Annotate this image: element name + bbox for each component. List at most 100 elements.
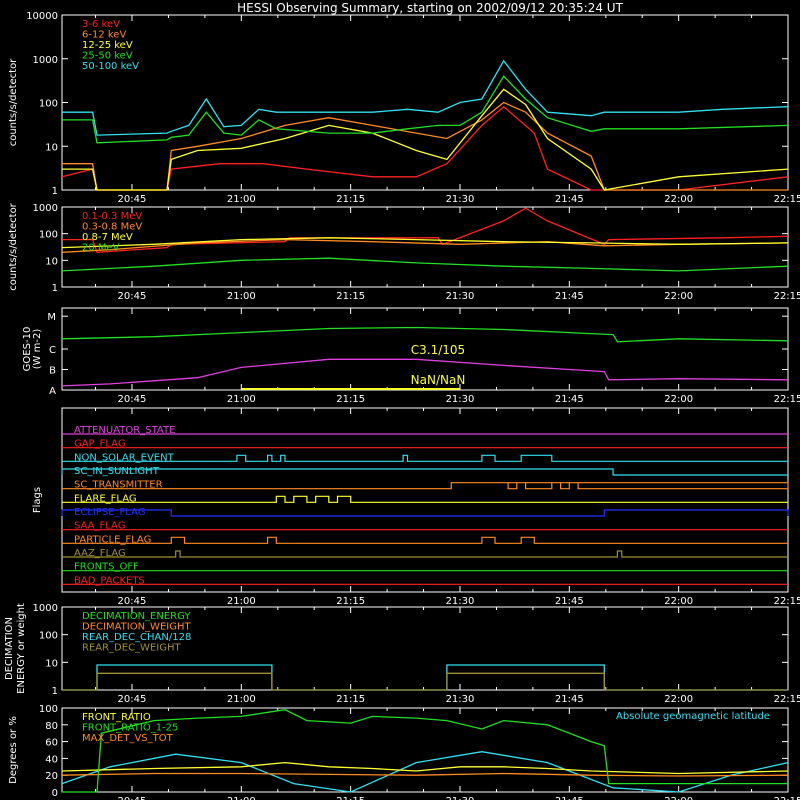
x-tick-label: 21:30 [446, 394, 475, 405]
legend-entry: 0.3-0.8 MeV [82, 222, 142, 233]
legend-entry: 0.1-0.3 MeV [82, 211, 142, 222]
series-absolute-geomagnetic-latitude [61, 751, 789, 793]
series-front-ratio [62, 709, 788, 793]
panels: 20:45 21:00 21:15 21:30 21:45 22:00 22:15 1 10 10… [4, 11, 800, 800]
series-20-mev [61, 257, 789, 272]
x-tick-label: 20:45 [118, 796, 147, 800]
flag-label: SC_TRANSMITTER [74, 480, 163, 491]
y-tick-label: 1 [52, 686, 58, 697]
legend-entry: 3-6 keV [82, 19, 120, 30]
x-tick-label: 21:30 [446, 694, 475, 705]
legend-entry: MAX_DET_VS_TOT [82, 733, 174, 744]
x-tick-label: 21:00 [227, 291, 256, 302]
y-axis-label: ENERGY or weight [16, 603, 27, 694]
flag-line [62, 536, 788, 544]
x-tick-label: 22:15 [774, 596, 800, 607]
y-tick-label: B [49, 366, 56, 377]
y-tick-label: 100 [39, 704, 58, 715]
series-25-50-kev [62, 75, 789, 144]
legend-entry: 50-100 keV [82, 61, 139, 72]
x-tick-label: 21:45 [555, 596, 584, 607]
flag-label: ATTENUATOR_STATE [74, 425, 175, 436]
panel-decim: 20:45 21:00 21:15 21:30 21:45 22:00 22:15 1 10 10… [4, 603, 800, 705]
x-tick-label: 20:45 [118, 394, 147, 405]
x-tick-label: 21:45 [555, 796, 584, 800]
x-tick-label: 22:00 [664, 596, 693, 607]
flag-label: GAP_FLAG [74, 439, 126, 450]
x-tick-label: 21:30 [446, 596, 475, 607]
legend-entry: 20 MeV [82, 243, 120, 254]
legend-entry: DECIMATION_ENERGY [82, 611, 191, 622]
legend-entry: 6-12 keV [82, 30, 126, 41]
y-tick-label: 1000 [33, 55, 58, 66]
panel-flags: 20:45 21:00 21:15 21:30 21:45 22:00 22:15 Flags… [32, 407, 800, 607]
flag-line [62, 495, 788, 503]
x-tick-label: 22:00 [664, 394, 693, 405]
y-tick-label: 0 [52, 788, 58, 799]
x-tick-label: 20:45 [118, 694, 147, 705]
flag-label: NON_SOLAR_EVENT [74, 452, 175, 463]
flag-label: ECLIPSE_FLAG [74, 507, 145, 518]
series-50-100-kev [62, 59, 789, 136]
series-0-1-0-3-mev [62, 207, 789, 253]
flag-line [61, 509, 789, 517]
x-tick-label: 21:45 [555, 394, 584, 405]
y-axis-label: Degrees or % [8, 716, 19, 784]
panel-goes: 20:45 21:00 21:15 21:30 21:45 22:00 22:15 ABC M G… [22, 307, 800, 405]
x-tick-label: 21:30 [446, 291, 475, 302]
flag-line [61, 468, 788, 476]
flag-label: SAA_FLAG [74, 521, 125, 532]
x-tick-label: 21:00 [227, 596, 256, 607]
y-axis-label: Flags [32, 487, 43, 513]
y-tick-label: 10 [45, 142, 58, 153]
x-tick-label: 20:45 [118, 596, 147, 607]
x-tick-label: 21:15 [336, 796, 365, 800]
y-axis-label: GOES-10 [22, 327, 33, 372]
x-tick-label: 22:00 [664, 291, 693, 302]
y-tick-label: 10 [45, 256, 58, 267]
legend-entry: REAR_DEC_WEIGHT [82, 643, 181, 654]
flag-line [62, 454, 788, 462]
x-tick-label: 22:15 [774, 394, 800, 405]
series-0-8-7-mev [61, 237, 789, 249]
goes-annotation-nan: NaN/NaN [411, 373, 466, 387]
x-tick-label: 21:15 [336, 394, 365, 405]
legend-entry: DECIMATION_WEIGHT [82, 622, 191, 633]
flag-line [62, 550, 788, 558]
x-tick-label: 21:00 [227, 194, 256, 205]
legend-entry: REAR_DEC_CHAN/128 [82, 632, 191, 643]
x-tick-label: 22:15 [774, 194, 800, 205]
series-0-3-0-8-mev [61, 238, 789, 253]
y-tick-label: A [49, 386, 56, 397]
panel-lc_low: 20:45 21:00 21:15 21:30 21:45 22:00 22:15 1 10 10… [8, 11, 800, 205]
legend-entry: 12-25 keV [82, 40, 133, 51]
x-tick-label: 21:15 [336, 194, 365, 205]
x-tick-label: 21:00 [227, 694, 256, 705]
series-12-25-kev [62, 88, 789, 191]
series-max-det-vs-tot [61, 772, 789, 777]
y-tick-label: 20 [45, 771, 58, 782]
x-tick-label: 20:45 [118, 194, 147, 205]
flag-label: AAZ_FLAG [74, 548, 126, 559]
x-tick-label: 21:30 [446, 796, 475, 800]
y-tick-label: C [49, 345, 56, 356]
x-tick-label: 21:30 [446, 194, 475, 205]
y-tick-label: 1000 [33, 603, 58, 614]
flag-label: PARTICLE_FLAG [74, 534, 151, 545]
legend-entry: 25-50 keV [82, 51, 133, 62]
y-tick-label: 100 [39, 631, 58, 642]
x-tick-label: 21:00 [227, 796, 256, 800]
x-tick-label: 21:45 [555, 291, 584, 302]
y-tick-label: 1000 [33, 203, 58, 214]
goes-annotation-class: C3.1/105 [411, 343, 465, 357]
x-tick-label: 22:15 [774, 694, 800, 705]
y-tick-label: 100 [39, 230, 58, 241]
x-tick-label: 20:45 [118, 291, 147, 302]
x-tick-label: 21:45 [555, 694, 584, 705]
series-rear-dec-weight [62, 672, 788, 691]
goes-curve-1 [61, 326, 789, 343]
legend-entry: 0.8-7 MeV [82, 232, 133, 243]
y-tick-label: 10000 [26, 11, 58, 22]
